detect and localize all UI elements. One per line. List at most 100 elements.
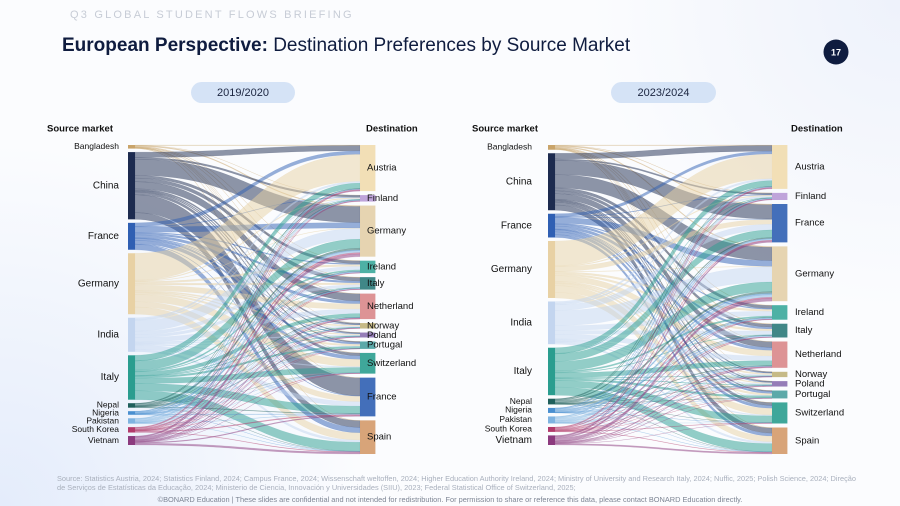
destination-node (772, 204, 788, 243)
destination-node (772, 427, 788, 454)
period-pill (611, 82, 716, 103)
flow-ribbon (554, 398, 773, 444)
kicker: Q3 GLOBAL STUDENT FLOWS BRIEFING (70, 9, 354, 21)
source-node (128, 317, 135, 352)
destination-label: Spain (367, 432, 391, 443)
destination-node (772, 305, 788, 320)
source-node (548, 301, 555, 345)
title-rest: Destination Preferences by Source Market (273, 35, 631, 56)
title-bold: European Perspective: (62, 35, 268, 56)
source-node (548, 347, 555, 396)
period-pill (191, 82, 295, 103)
period-label: 2023/2024 (638, 87, 690, 99)
destination-node (772, 371, 788, 378)
destination-header: Destination (366, 124, 418, 135)
destination-node (772, 390, 788, 399)
source-node (548, 426, 555, 432)
destination-label: Ireland (367, 261, 396, 272)
destination-node (360, 277, 376, 290)
destination-node (360, 195, 376, 202)
source-label: China (506, 176, 533, 187)
source-label: Germany (491, 264, 532, 275)
source-label: India (97, 329, 119, 340)
source-node (548, 398, 555, 405)
flow-ribbon (134, 289, 361, 441)
destination-label: Finland (795, 191, 826, 202)
destination-label: Germany (795, 268, 834, 279)
source-label: Nigeria (505, 405, 532, 415)
destination-label: Portugal (795, 389, 830, 400)
destination-node (360, 332, 376, 338)
destination-node (360, 323, 376, 329)
flow-ribbon (134, 272, 361, 441)
destination-node (360, 293, 376, 320)
source-label: Nepal (510, 396, 532, 406)
destination-label: Ireland (795, 307, 824, 318)
destination-label: France (367, 392, 397, 403)
source-label: South Korea (72, 424, 120, 434)
source-node (548, 435, 555, 445)
flow-ribbon (134, 415, 361, 444)
destination-node (772, 381, 788, 387)
source-node (128, 152, 135, 220)
source-label: Nepal (97, 400, 119, 410)
page-badge (823, 39, 849, 65)
source-node (548, 213, 555, 238)
destination-node (360, 377, 376, 417)
source-node (128, 427, 135, 433)
source-label: Italy (101, 372, 119, 383)
source-node (128, 403, 135, 408)
source-label: Bangladesh (487, 142, 532, 152)
destination-node (772, 402, 788, 424)
flow-ribbon (554, 298, 773, 442)
destination-node (772, 246, 788, 302)
source-node (128, 145, 135, 149)
destination-node (360, 205, 376, 257)
source-node (128, 411, 135, 415)
page-number: 17 (831, 47, 841, 57)
destination-node (772, 192, 788, 201)
destination-label: Austria (795, 161, 825, 172)
flow-ribbon (134, 318, 361, 442)
destination-label: France (795, 218, 825, 229)
destination-node (360, 420, 376, 454)
destination-label: Spain (795, 435, 819, 446)
destination-label: Italy (367, 278, 385, 289)
destination-label: Portugal (367, 340, 402, 351)
destination-label: Netherland (367, 301, 413, 312)
destination-label: Poland (367, 330, 397, 341)
source-label: Nigeria (92, 408, 119, 418)
source-node (128, 436, 135, 445)
source-node (128, 418, 135, 424)
destination-node (772, 323, 788, 338)
source-node (548, 407, 555, 413)
destination-node (772, 341, 788, 368)
source-label: Pakistan (86, 416, 119, 426)
source-node (548, 145, 555, 150)
copyright: ©BONARD Education | These slides are con… (157, 495, 743, 504)
destination-label: Netherland (795, 349, 841, 360)
source-label: Bangladesh (74, 141, 119, 151)
source-label: Vietnam (88, 435, 119, 445)
flow-ribbon (554, 187, 773, 437)
source-node (548, 240, 555, 298)
destination-header: Destination (791, 124, 843, 135)
source-header: Source market (47, 124, 114, 135)
flow-ribbon (134, 200, 361, 438)
source-label: France (501, 220, 533, 231)
destination-label: Switzerland (795, 407, 844, 418)
source-label: Italy (514, 366, 532, 377)
destination-node (360, 341, 376, 349)
source-note: Source: Statistics Austria, 2024; Statis… (57, 474, 857, 492)
destination-label: Norway (367, 320, 399, 331)
destination-label: Poland (795, 378, 825, 389)
destination-node (772, 145, 788, 189)
destination-node (360, 260, 376, 274)
flow-ribbon (134, 190, 361, 437)
source-header: Source market (472, 124, 539, 135)
source-label: France (88, 231, 120, 242)
source-label: Pakistan (499, 414, 532, 424)
source-label: India (510, 317, 532, 328)
destination-label: Norway (795, 369, 827, 380)
